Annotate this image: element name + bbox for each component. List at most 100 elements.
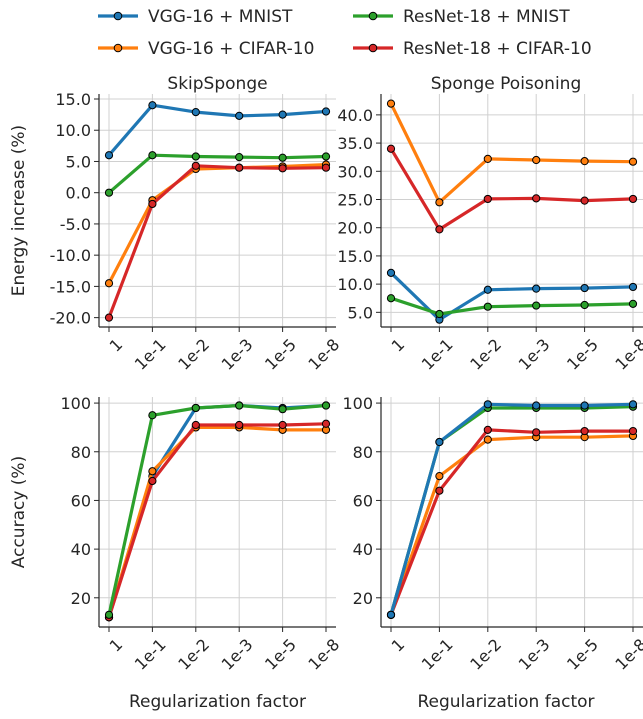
series-line [389, 147, 634, 231]
data-point [435, 309, 444, 319]
data-point [483, 425, 492, 434]
y-tick-label: 60 [71, 491, 91, 510]
x-tick-label: 1e-2 [466, 335, 505, 374]
data-point [104, 279, 114, 288]
x-tick-label: 1e-3 [515, 335, 554, 374]
x-tick-label: 1e-3 [218, 635, 257, 674]
x-tick-label: 1e-5 [563, 635, 602, 674]
y-tick-label: 80 [353, 443, 373, 462]
data-point [435, 437, 444, 447]
data-point [235, 420, 244, 430]
data-point [148, 467, 157, 476]
data-point [580, 196, 589, 205]
y-tick-label: 40 [71, 540, 91, 559]
axes: 20 40 60 80 100 1 1e-1 1e-2 1e-3 1e-5 1e-8 [60, 394, 343, 674]
data-point [278, 164, 287, 173]
series-line [389, 428, 633, 616]
data-point [278, 405, 287, 414]
y-tick-label: 5.0 [66, 152, 91, 171]
x-tick-label: 1e-8 [611, 635, 643, 674]
chart-panel-3: 20 40 60 80 100 1 1e-1 1e-2 1e-3 1e-5 1e-8 Accuracy… [9, 394, 343, 712]
data-point [321, 152, 331, 161]
axes: 5.0 10.0 15.0 20.0 25.0 30.0 35.0 40.0 1 1e-1 1e-2… [337, 94, 643, 374]
data-point [580, 283, 589, 293]
legend-item: VGG-16 + CIFAR-10 [98, 39, 314, 59]
data-point [435, 486, 444, 495]
x-tick-label: 1e-8 [304, 635, 343, 674]
data-point [580, 426, 589, 436]
plot-area [104, 101, 331, 322]
legend-label: VGG-16 + CIFAR-10 [148, 39, 314, 59]
data-point [386, 294, 396, 303]
x-tick-label: 1e-5 [261, 635, 300, 674]
y-tick-label: 10.0 [337, 275, 373, 294]
y-tick-label: -10.0 [50, 246, 91, 265]
series [104, 101, 331, 160]
legend-item: ResNet-18 + CIFAR-10 [353, 39, 592, 59]
x-tick-label: 1e-2 [466, 635, 505, 674]
data-point [628, 426, 638, 436]
y-tick-label: 80 [71, 443, 91, 462]
series-line [107, 153, 327, 194]
series [104, 161, 331, 322]
plot-area [386, 400, 638, 619]
x-tick-label: 1e-1 [131, 635, 170, 674]
legend-label: ResNet-18 + CIFAR-10 [403, 39, 592, 59]
grid [99, 397, 336, 627]
data-point [628, 194, 638, 204]
series-line [107, 164, 327, 319]
y-tick-label: 30.0 [337, 162, 373, 181]
data-point [532, 194, 541, 203]
data-point [321, 401, 331, 410]
legend-item: VGG-16 + MNIST [98, 7, 293, 27]
chart-panel-4: 20 40 60 80 100 1 1e-1 1e-2 1e-3 1e-5 1e-8 Regulari… [342, 394, 643, 712]
y-tick-label: 10.0 [55, 121, 91, 140]
data-point [386, 610, 396, 619]
y-tick-label: 20 [71, 589, 91, 608]
x-tick-label: 1e-5 [563, 335, 602, 374]
series-line [107, 403, 327, 616]
data-point [235, 163, 244, 172]
y-tick-label: 20.0 [337, 219, 373, 238]
series [386, 268, 638, 324]
x-axis-label: Regularization factor [129, 692, 306, 712]
series [386, 144, 638, 234]
legend-marker [113, 43, 123, 53]
x-tick-label: 1e-5 [261, 335, 300, 374]
data-point [321, 163, 331, 172]
data-point [386, 268, 396, 277]
series [386, 294, 638, 319]
x-tick-label: 1e-1 [418, 635, 457, 674]
x-tick-label: 1e-2 [174, 335, 213, 374]
data-point [628, 400, 638, 409]
data-point [278, 110, 287, 119]
data-point [148, 151, 157, 160]
y-tick-label: 5.0 [348, 303, 373, 322]
y-tick-label: 100 [342, 394, 373, 413]
series [104, 419, 331, 622]
y-tick-label: 40 [353, 540, 373, 559]
x-tick-label: 1e-2 [174, 635, 213, 674]
data-point [532, 155, 541, 165]
y-tick-label: 20 [353, 589, 373, 608]
data-point [321, 419, 331, 428]
data-point [483, 302, 492, 311]
y-tick-label: 60 [353, 491, 373, 510]
series-line [390, 296, 634, 316]
data-point [483, 285, 492, 294]
data-point [148, 411, 157, 420]
data-point [483, 400, 492, 409]
data-point [191, 420, 200, 430]
legend: VGG-16 + MNIST ResNet-18 + MNIST VGG-16 + … [98, 7, 592, 59]
legend-marker [113, 11, 123, 21]
data-point [104, 188, 114, 197]
data-point [191, 403, 200, 413]
legend-item: ResNet-18 + MNIST [353, 7, 570, 27]
y-tick-label: 100 [60, 394, 91, 413]
data-point [483, 194, 492, 204]
x-tick-label: 1e-1 [418, 335, 457, 374]
series [104, 401, 331, 619]
data-point [532, 301, 541, 310]
x-tick-label: 1 [106, 335, 127, 356]
